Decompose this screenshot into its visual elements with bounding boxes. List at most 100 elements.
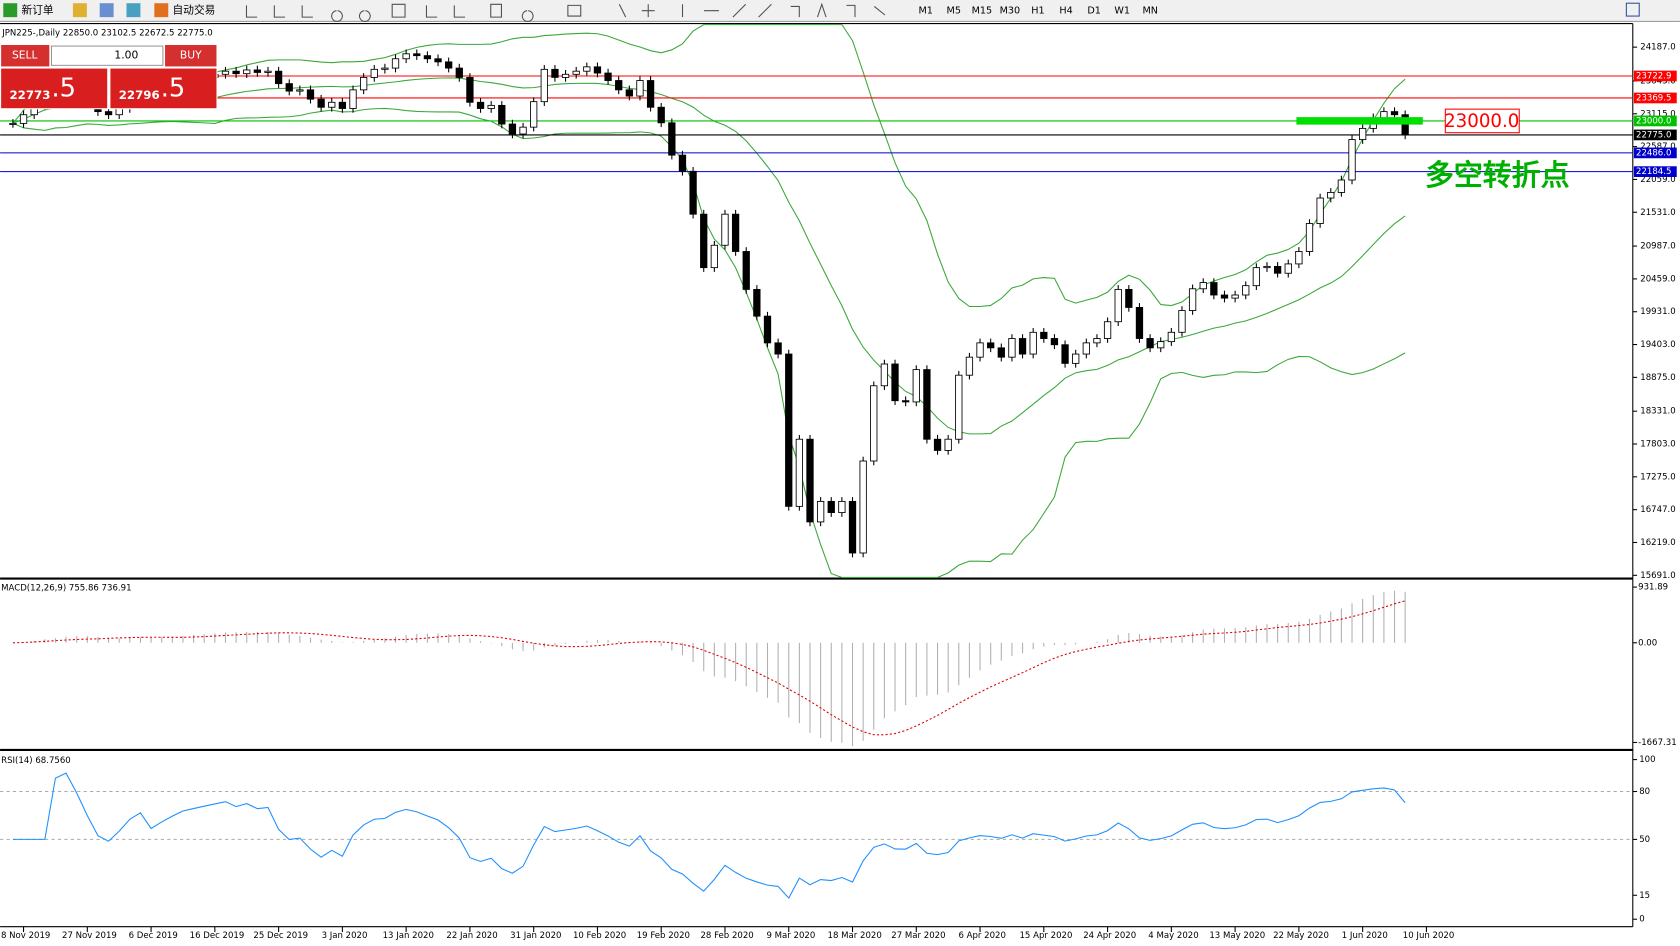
main-chart: 24187.0 23643.0 23115.0 22587.0 22059.0 21531… [0, 24, 1677, 941]
candle [891, 363, 899, 402]
timeframe-button[interactable]: D1 [1087, 6, 1101, 17]
timeframe-button[interactable]: M30 [1000, 6, 1021, 17]
macd-label: MACD(12,26,9) 755.86 736.91 [1, 584, 131, 594]
date-label: 6 Dec 2019 [129, 931, 178, 941]
sell-button[interactable] [1, 44, 50, 67]
timeframe-button[interactable]: MN [1143, 6, 1159, 17]
candle [1337, 179, 1346, 193]
toolbar-icon[interactable] [126, 3, 141, 18]
new-order-button[interactable]: 新订单 [21, 4, 53, 17]
candle [328, 101, 336, 108]
drawing-tools[interactable] [245, 2, 886, 22]
date-label: 4 May 2020 [1148, 931, 1198, 941]
price-tick-label: 22587.0 [1640, 142, 1675, 152]
candle [1284, 263, 1292, 274]
candle [625, 89, 633, 97]
price-tick-label: 23115.0 [1640, 109, 1675, 119]
buy-price-box[interactable] [110, 68, 217, 109]
sell-price[interactable]: 22773 [9, 88, 50, 102]
candle [1167, 331, 1175, 343]
rsi-line [12, 772, 1406, 899]
price-tick-label: 19403.0 [1640, 340, 1675, 350]
candle [848, 500, 857, 554]
toolbar-icon[interactable] [72, 3, 87, 18]
date-label: 8 Nov 2019 [1, 931, 50, 941]
candle [880, 363, 889, 387]
candle [1103, 321, 1112, 339]
level-tag [1633, 166, 1677, 177]
candle [104, 111, 113, 116]
buy-label[interactable]: BUY [180, 49, 202, 62]
buy-price-fraction[interactable]: .5 [161, 73, 186, 103]
candle [955, 374, 963, 440]
sell-price-box[interactable] [1, 68, 108, 109]
candle [561, 73, 570, 78]
volume-input[interactable] [50, 45, 164, 66]
buy-button[interactable] [165, 44, 217, 67]
price-tick-label: 16747.0 [1640, 505, 1675, 515]
candle [923, 369, 931, 440]
candle [785, 353, 793, 507]
candle [285, 83, 293, 92]
candle [731, 213, 740, 252]
timeframe-button[interactable]: M5 [947, 6, 961, 17]
candle [1188, 288, 1197, 311]
candle [944, 438, 952, 451]
chart-header: JPN225-,Daily 22850.0 23102.5 22672.5 22… [1, 29, 212, 39]
candle [434, 58, 442, 63]
timeframe-button[interactable]: H4 [1059, 6, 1072, 17]
candle [1135, 307, 1144, 339]
price-tick-label: 23643.0 [1640, 76, 1675, 86]
price-tick-label: 19931.0 [1640, 307, 1675, 317]
candle [115, 108, 123, 116]
candle [508, 123, 517, 135]
candle [221, 70, 230, 75]
candle [296, 89, 304, 92]
candle [604, 72, 612, 81]
candle [1146, 338, 1154, 349]
date-label: 22 Jan 2020 [446, 931, 497, 941]
candle [1199, 282, 1207, 290]
candle [232, 70, 240, 75]
candle [1316, 197, 1324, 224]
timeframe-button[interactable]: H1 [1031, 6, 1044, 17]
auto-trading-button[interactable]: 自动交易 [173, 4, 216, 17]
date-label: 18 Mar 2020 [828, 931, 882, 941]
candle [466, 76, 474, 103]
candle [795, 438, 804, 507]
date-label: 19 Feb 2020 [637, 931, 690, 941]
timeframe-button[interactable]: W1 [1114, 6, 1130, 17]
candle [593, 66, 602, 74]
candle [753, 288, 761, 317]
macd-panel: 931.89 0.00 -1667.31 [12, 583, 1677, 748]
price-tick-label: 20987.0 [1640, 242, 1675, 252]
toolbar-icon[interactable] [99, 3, 114, 18]
date-label: 22 May 2020 [1273, 931, 1329, 941]
macd-tick-label: 0.00 [1638, 638, 1657, 648]
new-order-icon[interactable] [3, 3, 18, 18]
sell-label[interactable]: SELL [12, 49, 38, 62]
timeframes: M1 M5 M15 M30 H1 H4 D1 W1 MN [918, 2, 1640, 17]
buy-price[interactable]: 22796 [119, 88, 160, 102]
candle [859, 460, 867, 554]
candle [1252, 267, 1261, 287]
level-tag [1633, 147, 1677, 159]
rsi-tick-label: 15 [1639, 891, 1650, 901]
auto-trading-icon[interactable] [154, 3, 169, 18]
search-icon[interactable] [1625, 2, 1640, 17]
rsi-panel: 100 80 50 15 0 [0, 755, 1656, 925]
candle [551, 68, 559, 78]
toolbar [0, 0, 1680, 22]
timeframe-button[interactable]: M1 [918, 6, 932, 17]
price-tick-label: 17803.0 [1640, 440, 1675, 450]
timeframe-button[interactable]: M15 [972, 6, 993, 17]
candle [1327, 191, 1335, 199]
candle [253, 69, 262, 73]
candle [370, 68, 378, 78]
volume-value[interactable]: 1.00 [114, 49, 138, 62]
candle [317, 98, 325, 108]
price-tick-label: 15691.0 [1640, 571, 1675, 581]
candle [1029, 331, 1037, 355]
sell-price-fraction[interactable]: .5 [51, 73, 76, 103]
